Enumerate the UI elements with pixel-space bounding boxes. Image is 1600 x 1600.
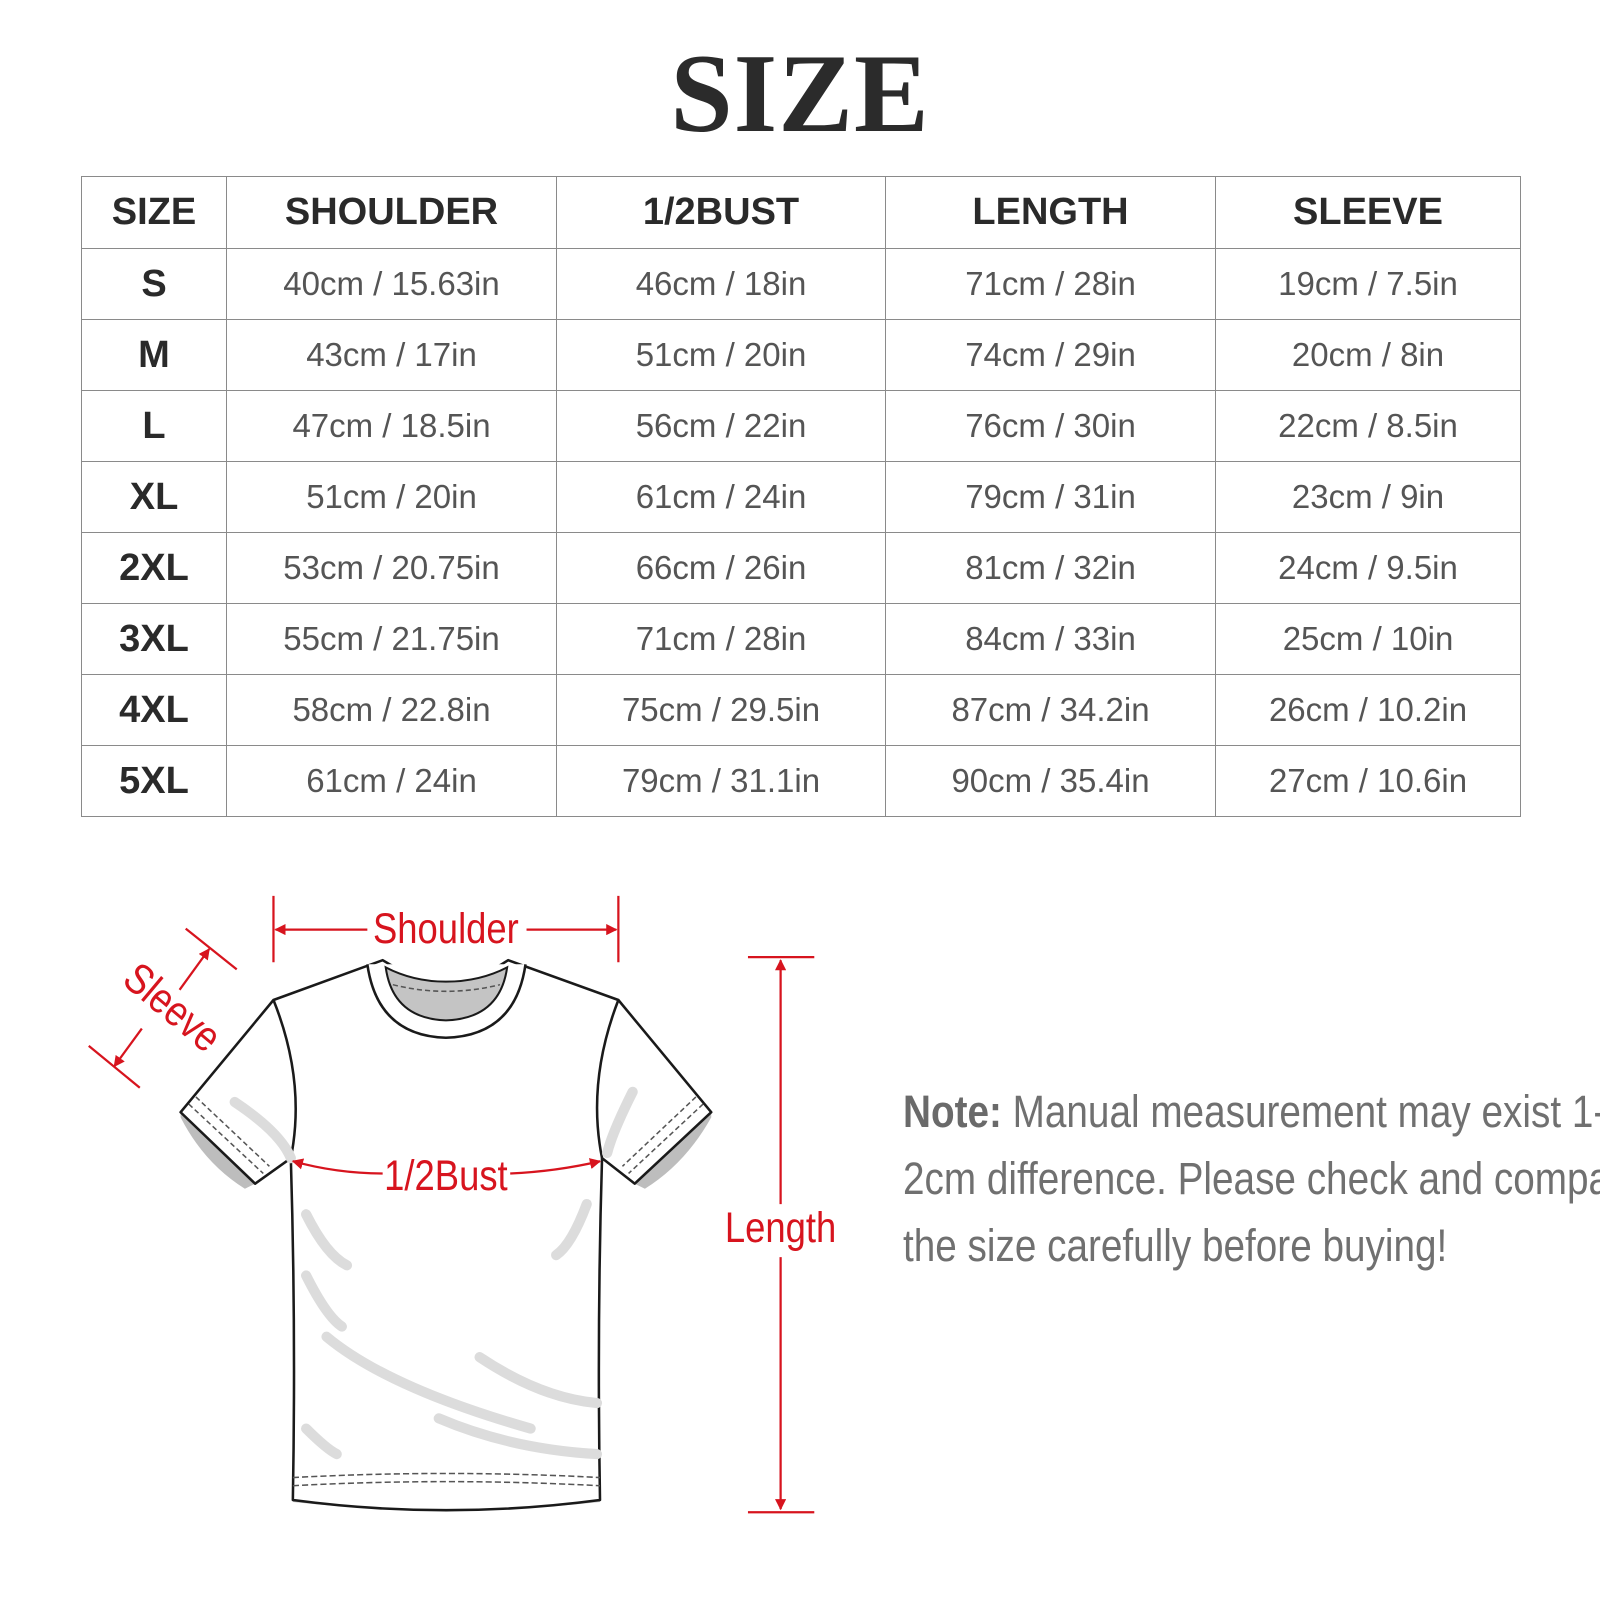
cell-length: 71cm / 28in <box>885 248 1216 320</box>
cell-length: 74cm / 29in <box>885 319 1216 391</box>
bust-label: 1/2Bust <box>384 1152 508 1199</box>
cell-sleeve: 22cm / 8.5in <box>1215 390 1521 462</box>
cell-length: 90cm / 35.4in <box>885 745 1216 817</box>
cell-shoulder: 51cm / 20in <box>226 461 557 533</box>
cell-sleeve: 23cm / 9in <box>1215 461 1521 533</box>
length-label: Length <box>725 1204 836 1251</box>
cell-size: 4XL <box>81 674 227 746</box>
cell-bust: 46cm / 18in <box>556 248 886 320</box>
cell-size: L <box>81 390 227 462</box>
cell-bust: 61cm / 24in <box>556 461 886 533</box>
cell-sleeve: 24cm / 9.5in <box>1215 532 1521 604</box>
note-body: Manual measurement may exist 1-2cm diffe… <box>903 1086 1600 1271</box>
header-size: SIZE <box>81 176 227 249</box>
cell-size: S <box>81 248 227 320</box>
cell-bust: 79cm / 31.1in <box>556 745 886 817</box>
header-sleeve: SLEEVE <box>1215 176 1521 249</box>
table-header-row: SIZE SHOULDER 1/2BUST LENGTH SLEEVE <box>81 176 1521 249</box>
header-length: LENGTH <box>885 176 1216 249</box>
cell-sleeve: 27cm / 10.6in <box>1215 745 1521 817</box>
cell-size: M <box>81 319 227 391</box>
table-row: 5XL 61cm / 24in 79cm / 31.1in 90cm / 35.4in… <box>81 745 1521 817</box>
cell-size: 3XL <box>81 603 227 675</box>
table-row: 2XL 53cm / 20.75in 66cm / 26in 81cm / 32in 2… <box>81 532 1521 604</box>
table-row: S 40cm / 15.63in 46cm / 18in 71cm / 28in 19c… <box>81 248 1521 320</box>
measurement-annotations <box>88 895 815 1514</box>
shoulder-label: Shoulder <box>373 905 519 952</box>
header-bust: 1/2BUST <box>556 176 886 249</box>
cell-shoulder: 55cm / 21.75in <box>226 603 557 675</box>
cell-shoulder: 58cm / 22.8in <box>226 674 557 746</box>
cell-sleeve: 26cm / 10.2in <box>1215 674 1521 746</box>
table-row: 3XL 55cm / 21.75in 71cm / 28in 84cm / 33in 2… <box>81 603 1521 675</box>
cell-size: 5XL <box>81 745 227 817</box>
cell-shoulder: 40cm / 15.63in <box>226 248 557 320</box>
cell-length: 76cm / 30in <box>885 390 1216 462</box>
table-row: L 47cm / 18.5in 56cm / 22in 76cm / 30in 22cm… <box>81 390 1521 462</box>
sleeve-label: Sleeve <box>114 954 230 1062</box>
cell-shoulder: 53cm / 20.75in <box>226 532 557 604</box>
cell-bust: 56cm / 22in <box>556 390 886 462</box>
cell-bust: 71cm / 28in <box>556 603 886 675</box>
cell-length: 84cm / 33in <box>885 603 1216 675</box>
cell-bust: 66cm / 26in <box>556 532 886 604</box>
size-table: SIZE SHOULDER 1/2BUST LENGTH SLEEVE S 40c… <box>81 176 1521 817</box>
table-row: XL 51cm / 20in 61cm / 24in 79cm / 31in 23cm … <box>81 461 1521 533</box>
tshirt-icon <box>179 958 713 1512</box>
note-label: Note: <box>903 1086 1002 1137</box>
note-text: Note: Manual measurement may exist 1-2cm… <box>903 1078 1600 1279</box>
cell-sleeve: 19cm / 7.5in <box>1215 248 1521 320</box>
cell-bust: 75cm / 29.5in <box>556 674 886 746</box>
page-title: SIZE <box>670 32 930 156</box>
table-row: 4XL 58cm / 22.8in 75cm / 29.5in 87cm / 34.2… <box>81 674 1521 746</box>
cell-sleeve: 25cm / 10in <box>1215 603 1521 675</box>
cell-length: 81cm / 32in <box>885 532 1216 604</box>
table-row: M 43cm / 17in 51cm / 20in 74cm / 29in 20cm /… <box>81 319 1521 391</box>
cell-shoulder: 43cm / 17in <box>226 319 557 391</box>
cell-shoulder: 61cm / 24in <box>226 745 557 817</box>
cell-size: XL <box>81 461 227 533</box>
cell-sleeve: 20cm / 8in <box>1215 319 1521 391</box>
